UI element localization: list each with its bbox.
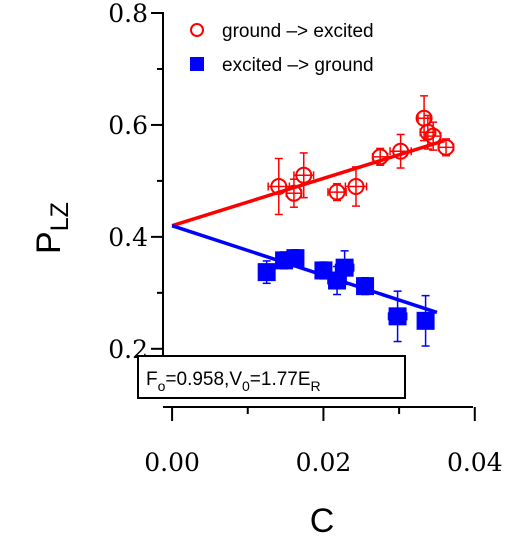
x-axis-title: C (310, 502, 335, 540)
data-point (286, 249, 305, 268)
data-point (335, 258, 354, 277)
data-point (257, 263, 276, 282)
data-point (437, 138, 455, 156)
plot-area (171, 95, 455, 347)
y-tick-label: 0.4 (108, 223, 148, 252)
data-point (371, 148, 389, 166)
annotation-frame (137, 355, 406, 399)
legend-label-excited-ground: excited –> ground (222, 55, 374, 76)
series-ground-excited (171, 95, 455, 228)
data-point (392, 142, 410, 160)
annotation-text: Fo=0.958,V0=1.77ER (146, 369, 321, 394)
y-tick-label: 0.6 (108, 111, 148, 140)
data-point (270, 178, 288, 195)
data-point (419, 123, 437, 141)
data-point (416, 311, 435, 330)
data-point (424, 127, 442, 145)
legend-marker-excited-ground (190, 57, 204, 71)
x-tick-label: 0.00 (144, 448, 200, 477)
data-point (356, 277, 375, 296)
error-bar (327, 182, 347, 202)
legend: ground –> excited excited –> ground (190, 21, 374, 76)
axes: 0.20.40.60.80.00 0.02 0.04 (108, 0, 502, 477)
data-point (285, 184, 303, 202)
error-bar (285, 178, 303, 208)
x-tick-label: 0.02 (296, 448, 352, 477)
legend-marker-ground-excited (190, 23, 204, 37)
fit-line (171, 224, 438, 315)
x-tick-label: 0.04 (447, 448, 503, 477)
data-point (314, 261, 333, 280)
data-point (347, 178, 365, 195)
fit-line (171, 138, 446, 228)
data-point (295, 166, 313, 184)
annotation-box: Fo=0.958,V0=1.77ER (137, 355, 406, 399)
y-axis-title: PLZ (30, 202, 74, 254)
data-point (388, 307, 407, 326)
legend-label-ground-excited: ground –> excited (222, 21, 374, 42)
series-excited-ground (171, 224, 438, 347)
data-point (328, 183, 346, 201)
svg-text:PLZ: PLZ (30, 202, 74, 254)
y-tick-label: 0.8 (108, 0, 148, 28)
